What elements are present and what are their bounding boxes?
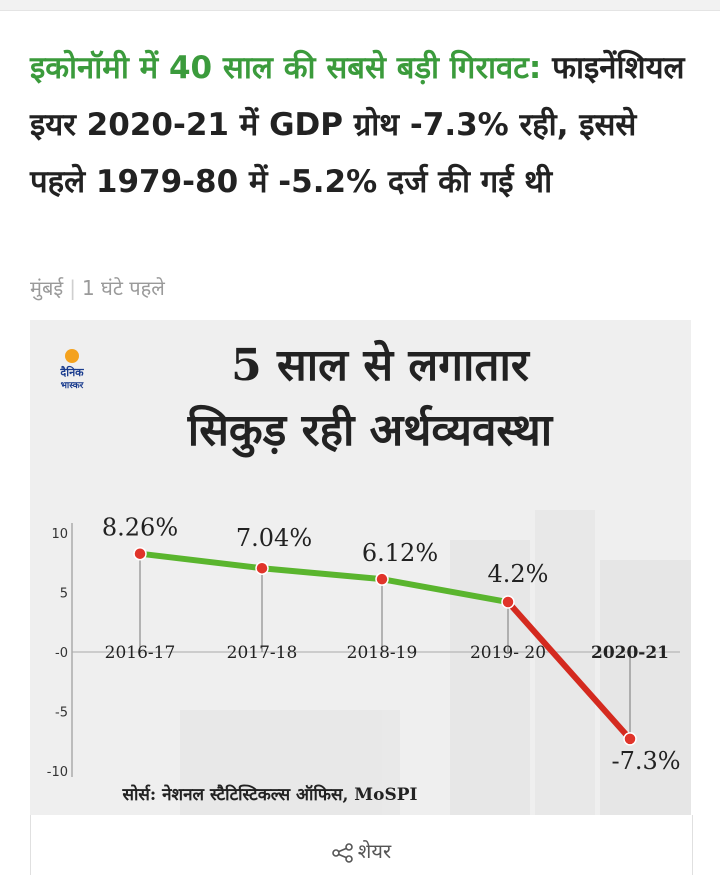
series-line-growth — [259, 565, 385, 583]
series-line-growth — [379, 576, 511, 606]
category-label: 2017-18 — [227, 643, 298, 663]
share-icon — [331, 842, 353, 863]
data-point — [501, 595, 515, 609]
gdp-chart: दैनिक भास्कर 5 साल से लगातार सिकुड़ रही … — [47, 339, 691, 815]
share-button[interactable]: शेयर — [31, 837, 692, 864]
share-bar: शेयर — [30, 815, 693, 875]
source-note: सोर्स: नेशनल स्टैटिस्टिकल्स ऑफिस, MoSPI — [122, 784, 418, 805]
y-tick-label: -0 — [55, 646, 68, 661]
article-location: मुंबई — [30, 276, 64, 300]
top-divider — [0, 0, 720, 11]
share-label: शेयर — [357, 839, 392, 863]
bhaskar-logo: दैनिक भास्कर — [59, 349, 84, 391]
data-point — [133, 546, 147, 561]
data-point — [375, 572, 389, 586]
category-label: 2016-17 — [105, 643, 176, 663]
data-label: -7.3% — [611, 747, 680, 775]
y-tick-label: 5 — [60, 587, 68, 602]
y-tick-label: -10 — [47, 765, 68, 780]
category-label: 2020-21 — [591, 643, 669, 663]
infographic-card[interactable]: दैनिक भास्कर 5 साल से लगातार सिकुड़ रही … — [30, 320, 691, 815]
y-tick-label: -5 — [55, 706, 68, 721]
headline-text: फाइनेंशियल इयर 2020-21 में GDP ग्रोथ -7.… — [30, 50, 685, 200]
article-headline[interactable]: इकोनॉमी में 40 साल की सबसे बड़ी गिरावट: … — [30, 40, 690, 211]
article-time: 1 घंटे पहले — [81, 276, 165, 300]
data-label: 4.2% — [488, 560, 549, 588]
y-tick-label: 10 — [51, 527, 68, 542]
infographic-title-line1: 5 साल से लगातार — [231, 339, 531, 391]
data-point — [623, 732, 637, 746]
data-label: 6.12% — [362, 539, 438, 567]
data-label: 7.04% — [236, 524, 312, 552]
series-line-decline — [505, 599, 633, 742]
headline-highlight: इकोनॉमी में 40 साल की सबसे बड़ी गिरावट: — [30, 50, 542, 86]
infographic-title-line2: सिकुड़ रही अर्थव्यवस्था — [187, 404, 554, 458]
logo-line2: भास्कर — [61, 381, 84, 391]
category-label: 2019- 20 — [470, 643, 546, 663]
category-label: 2018-19 — [347, 643, 418, 663]
logo-line1: दैनिक — [59, 365, 84, 379]
article-meta: मुंबई | 1 घंटे पहले — [30, 276, 165, 300]
data-point — [255, 561, 269, 575]
series-line-growth — [137, 550, 265, 572]
data-label: 8.26% — [102, 514, 178, 542]
